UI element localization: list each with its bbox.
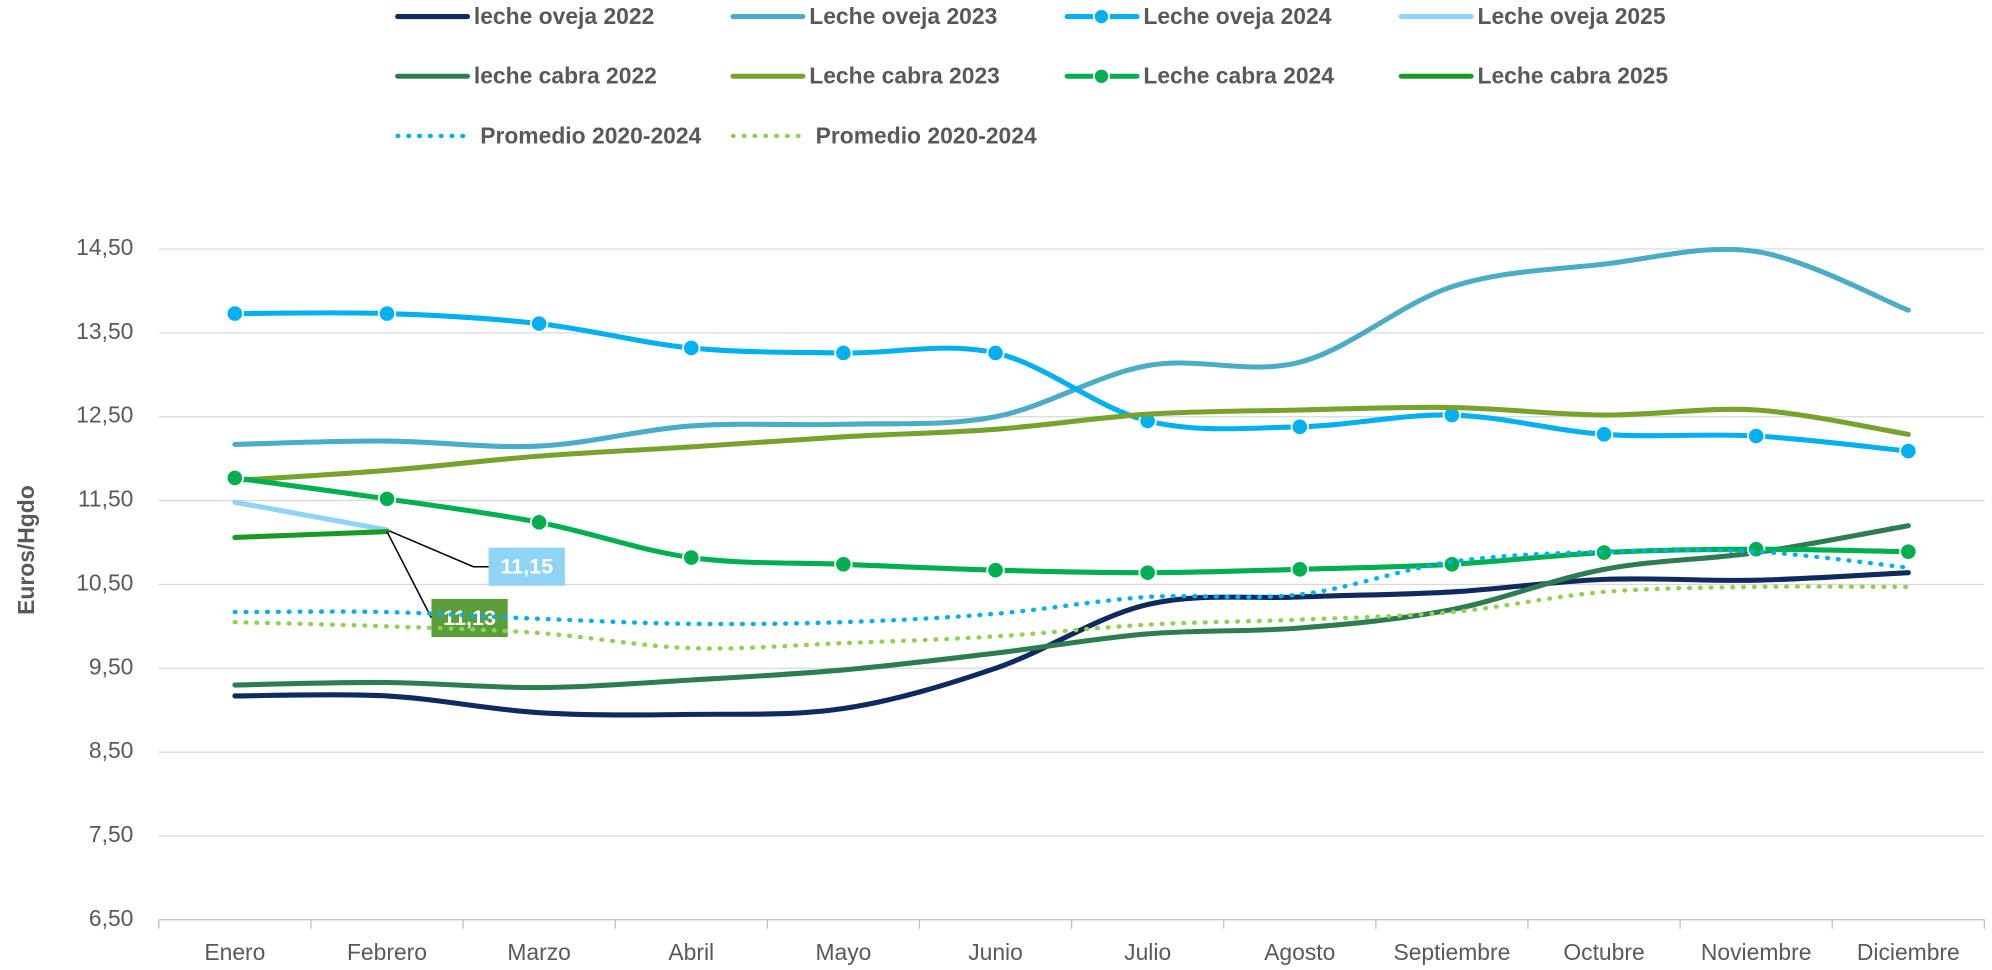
point-marker (225, 304, 245, 323)
legend-item: Leche cabra 2024 (1064, 63, 1334, 89)
legend-label: Leche cabra 2024 (1143, 63, 1334, 89)
series (225, 304, 1918, 461)
series-line (232, 310, 1911, 454)
y-tick-label: 8,50 (89, 737, 134, 763)
legend-item: leche cabra 2022 (395, 63, 657, 89)
y-tick-label: 9,50 (89, 653, 134, 679)
point-marker (682, 338, 701, 358)
y-tick-label: 13,50 (76, 318, 133, 344)
point-marker (529, 314, 549, 333)
legend-label: Promedio 2020-2024 (480, 122, 701, 148)
point-marker (1138, 563, 1157, 582)
legend-marker (1092, 7, 1111, 26)
legend-item: Leche oveja 2024 (1064, 3, 1332, 29)
series (232, 570, 1911, 718)
x-tick-label: Julio (1124, 939, 1171, 965)
series: 11,13 (232, 529, 508, 638)
x-tick-label: Marzo (507, 939, 571, 965)
y-tick-label: 7,50 (89, 821, 134, 847)
point-marker (1746, 539, 1766, 559)
data-label: 11,13 (443, 605, 496, 630)
series: 11,15 (232, 499, 565, 586)
series-line (232, 529, 390, 540)
legend-label: Leche oveja 2025 (1477, 3, 1665, 29)
data-label-box (488, 547, 565, 586)
series (225, 468, 1918, 582)
y-tick-label: 11,50 (78, 486, 134, 512)
point-marker (682, 548, 701, 567)
x-tick-label: Septiembre (1393, 939, 1510, 965)
y-tick-label: 14,50 (76, 234, 133, 260)
series-line (232, 499, 390, 533)
x-tick-label: Noviembre (1701, 939, 1812, 965)
point-marker (1899, 441, 1918, 461)
legend-item: Promedio 2020-2024 (395, 122, 702, 148)
legend-item: leche oveja 2022 (395, 3, 654, 29)
x-tick-label: Junio (968, 939, 1023, 965)
point-marker (1746, 426, 1766, 446)
series (232, 547, 1911, 627)
data-label: 11,15 (500, 554, 553, 579)
x-tick-label: Abril (668, 939, 714, 965)
legend-item: Leche oveja 2025 (1398, 3, 1666, 29)
point-marker (377, 489, 397, 509)
x-tick-label: Febrero (347, 939, 427, 965)
series-line (232, 523, 1911, 691)
point-marker (1442, 555, 1462, 574)
x-tick-label: Agosto (1264, 939, 1335, 965)
series-line (232, 475, 1911, 576)
legend-label: Promedio 2020-2024 (816, 122, 1037, 148)
point-marker (225, 468, 245, 488)
point-marker (1290, 417, 1309, 436)
legend-marker (1092, 67, 1111, 85)
legend-label: leche oveja 2022 (474, 3, 654, 29)
x-tick-label: Diciembre (1857, 939, 1960, 965)
legend-item: Leche cabra 2023 (730, 63, 1000, 89)
series-line (232, 570, 1911, 718)
legend-item: Leche oveja 2023 (730, 3, 997, 29)
legend-label: Leche cabra 2025 (1477, 63, 1668, 89)
series (232, 523, 1911, 691)
legend-label: Leche oveja 2024 (1143, 3, 1331, 29)
point-marker (529, 513, 549, 532)
point-marker (834, 343, 853, 363)
legend-label: Leche cabra 2023 (809, 63, 1000, 89)
legend-item: Promedio 2020-2024 (730, 122, 1037, 148)
point-marker (1899, 542, 1918, 561)
legend-label: Leche oveja 2023 (809, 3, 997, 29)
y-axis-label: Euros/Hgdo (13, 485, 39, 615)
leader-line (386, 529, 489, 568)
leader-line (386, 531, 433, 619)
point-marker (1290, 560, 1309, 579)
y-tick-label: 6,50 (89, 905, 134, 931)
x-tick-label: Octubre (1563, 939, 1644, 965)
legend-label: leche cabra 2022 (474, 63, 657, 89)
legend-item: Leche cabra 2025 (1398, 63, 1668, 89)
series-line (232, 404, 1911, 483)
point-marker (377, 304, 397, 323)
x-tick-label: Enero (204, 939, 265, 965)
series (232, 404, 1911, 483)
point-marker (1594, 425, 1614, 444)
series-line (232, 547, 1911, 627)
y-tick-label: 12,50 (76, 402, 133, 428)
point-marker (986, 343, 1005, 363)
y-tick-label: 10,50 (76, 569, 133, 595)
point-marker (834, 555, 853, 574)
x-tick-label: Mayo (815, 939, 871, 965)
point-marker (986, 560, 1005, 580)
